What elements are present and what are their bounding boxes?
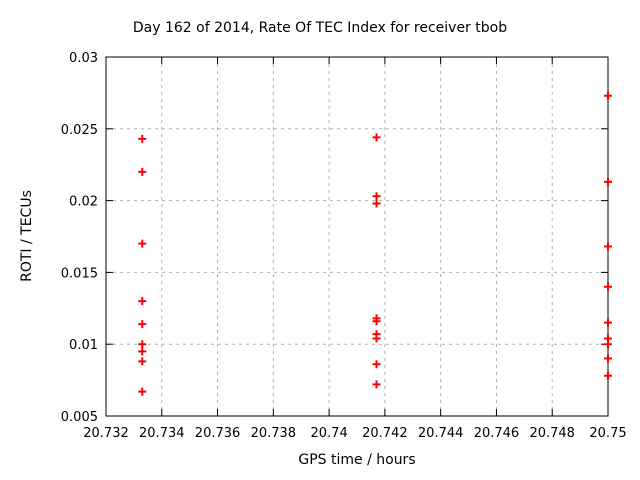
x-tick-label: 20.746 [474, 426, 520, 441]
data-point-marker [372, 192, 381, 201]
x-tick-label: 20.732 [83, 426, 129, 441]
data-point-marker [138, 167, 147, 176]
data-point-marker [604, 340, 612, 349]
data-point-marker [372, 360, 381, 369]
data-point-marker [138, 357, 147, 366]
x-tick-label: 20.736 [195, 426, 241, 441]
y-tick-label: 0.01 [69, 338, 98, 353]
data-point-marker [138, 387, 147, 396]
x-tick-label: 20.742 [362, 426, 408, 441]
x-axis-label: GPS time / hours [298, 452, 416, 468]
data-point-marker [604, 91, 612, 100]
data-point-marker [604, 371, 612, 380]
x-tick-label: 20.738 [251, 426, 297, 441]
data-point-marker [604, 282, 612, 291]
data-point-marker [138, 320, 147, 329]
data-point-marker [372, 334, 381, 343]
y-tick-label: 0.005 [61, 410, 98, 425]
data-point-marker [604, 177, 612, 186]
chart-title: Day 162 of 2014, Rate Of TEC Index for r… [132, 20, 508, 36]
data-point-marker [138, 347, 147, 356]
y-tick-label: 0.02 [69, 195, 98, 210]
plot-border [105, 56, 609, 417]
data-point-marker [138, 340, 147, 349]
x-tick-label: 20.748 [529, 426, 575, 441]
data-point-marker [604, 354, 612, 363]
data-point-marker [372, 317, 381, 326]
data-point-marker [604, 242, 612, 251]
y-tick-label: 0.015 [61, 266, 98, 281]
data-point-marker [138, 239, 147, 248]
x-tick-label: 20.74 [311, 426, 348, 441]
x-tick-label: 20.734 [139, 426, 185, 441]
data-point-marker [604, 318, 612, 327]
data-point-marker [138, 134, 147, 143]
data-point-marker [372, 199, 381, 208]
x-tick-label: 20.75 [589, 426, 626, 441]
data-point-marker [138, 297, 147, 306]
data-point-marker [372, 380, 381, 389]
y-tick-label: 0.025 [61, 123, 98, 138]
data-point-marker [372, 133, 381, 142]
x-tick-label: 20.744 [418, 426, 464, 441]
y-tick-label: 0.03 [69, 51, 98, 66]
